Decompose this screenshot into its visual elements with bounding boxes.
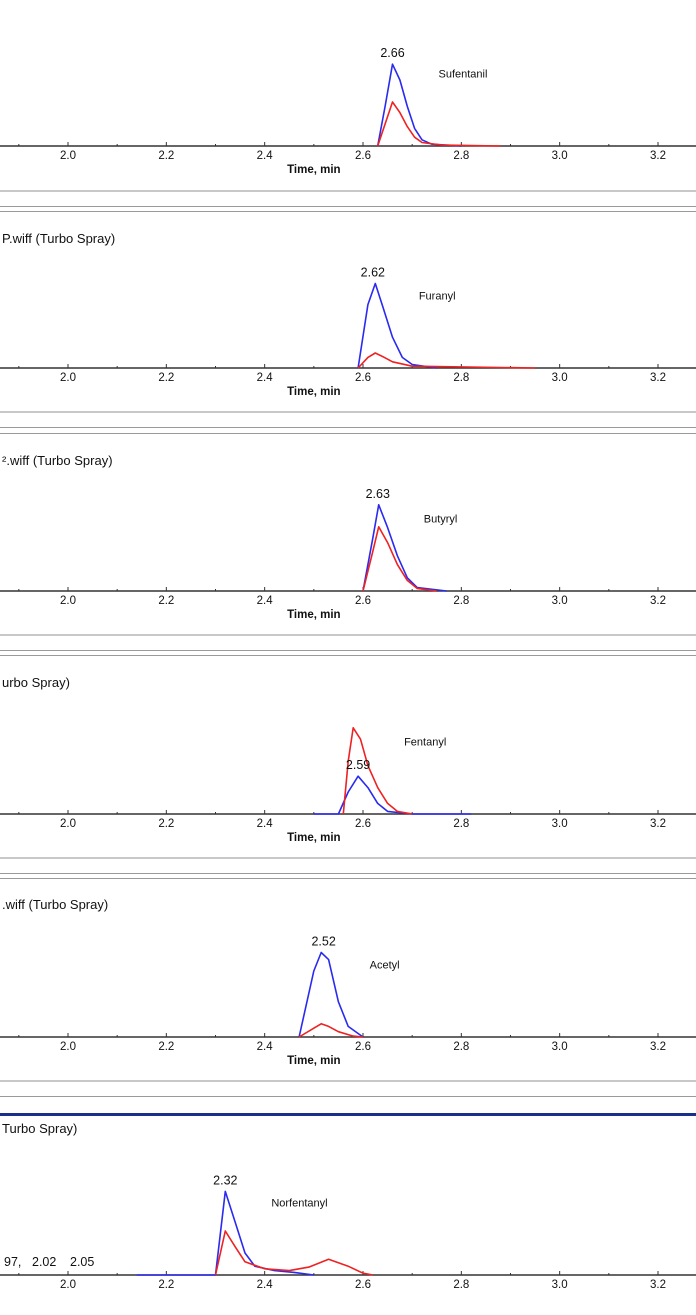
- x-tick-label: 3.0: [552, 150, 568, 162]
- x-tick-label: 2.4: [257, 818, 274, 830]
- x-tick-label: 3.0: [552, 1279, 568, 1291]
- panel-title: ².wiff (Turbo Spray): [2, 453, 113, 468]
- panel-title: P.wiff (Turbo Spray): [2, 231, 116, 246]
- x-tick-label: 2.8: [453, 1279, 469, 1291]
- panel-separator: [0, 433, 696, 434]
- x-axis-title: Time, min: [287, 164, 340, 176]
- panel-title: Turbo Spray): [2, 1121, 78, 1136]
- x-tick-label: 2.4: [257, 595, 274, 607]
- peak-label: 2.62: [361, 266, 385, 280]
- x-tick-label: 2.6: [355, 150, 371, 162]
- x-tick-label: 2.8: [453, 818, 469, 830]
- panel-title: urbo Spray): [2, 675, 70, 690]
- x-tick-label: 2.6: [355, 1279, 371, 1291]
- panel-title: .wiff (Turbo Spray): [2, 897, 109, 912]
- x-tick-label: 3.0: [552, 595, 568, 607]
- x-tick-label: 3.0: [552, 372, 568, 384]
- panel-separator: [0, 655, 696, 656]
- x-tick-label: 3.0: [552, 818, 568, 830]
- x-tick-label: 2.2: [158, 1041, 174, 1053]
- x-tick-label: 2.4: [257, 1041, 274, 1053]
- peak-label: 2.52: [311, 935, 335, 949]
- panel-separator: [0, 857, 696, 859]
- chromatogram-6: 2.0 2.2 2.4 2.6 2.8 3.0 3.2 2.32 Norfentanyl 97, 2…: [0, 1173, 696, 1291]
- panel-separator: [0, 873, 696, 874]
- x-tick-label: 2.2: [158, 1279, 174, 1291]
- x-tick-label: 3.2: [650, 595, 666, 607]
- x-tick-label: 2.0: [60, 818, 76, 830]
- extra-peak-label: 2.05: [70, 1255, 94, 1269]
- x-axis-title: Time, min: [287, 609, 340, 621]
- x-axis-title: Time, min: [287, 832, 340, 844]
- x-tick-label: 2.4: [257, 372, 274, 384]
- peak-label: 2.63: [366, 487, 390, 501]
- panel-separator: [0, 427, 696, 428]
- panel-separator: [0, 650, 696, 651]
- x-tick-label: 2.4: [257, 150, 274, 162]
- compound-label: Acetyl: [370, 959, 400, 971]
- peak-label: 2.59: [346, 758, 370, 772]
- x-tick-label: 2.6: [355, 818, 371, 830]
- chromatogram-4: 2.0 2.2 2.4 2.6 2.8 3.0 3.2 Time, min 2.59 Fentan…: [0, 726, 696, 844]
- series-red: [214, 1230, 373, 1276]
- compound-label: Fentanyl: [404, 736, 446, 748]
- x-tick-label: 2.6: [355, 1041, 371, 1053]
- series-red: [362, 525, 437, 592]
- extra-peak-label: 2.02: [32, 1255, 56, 1269]
- panel-separator: [0, 1113, 696, 1116]
- chromatogram-5: 2.0 2.2 2.4 2.6 2.8 3.0 3.2 Time, min 2.52 Acetyl: [0, 935, 696, 1067]
- x-tick-label: 3.2: [650, 150, 666, 162]
- series-red: [298, 1023, 364, 1038]
- x-axis-title: Time, min: [287, 1055, 340, 1067]
- panel-separator: [0, 634, 696, 636]
- panel-separator: [0, 411, 696, 413]
- series-blue: [136, 1190, 314, 1276]
- x-tick-label: 2.0: [60, 372, 76, 384]
- series-blue: [298, 951, 364, 1038]
- compound-label: Sufentanil: [439, 68, 488, 80]
- x-tick-label: 2.2: [158, 595, 174, 607]
- compound-label: Furanyl: [419, 290, 456, 302]
- x-tick-label: 2.0: [60, 1041, 76, 1053]
- panel-separator: [0, 211, 696, 212]
- compound-label: Norfentanyl: [271, 1197, 327, 1209]
- compound-label: Butyryl: [424, 513, 458, 525]
- x-tick-label: 3.0: [552, 1041, 568, 1053]
- series-blue: [357, 282, 437, 369]
- x-tick-label: 2.0: [60, 595, 76, 607]
- x-tick-label: 2.0: [60, 1279, 76, 1291]
- series-blue: [362, 503, 447, 592]
- panel-separator: [0, 206, 696, 207]
- series-red: [376, 101, 501, 147]
- x-tick-label: 2.0: [60, 150, 76, 162]
- panel-separator: [0, 1080, 696, 1082]
- x-tick-label: 2.8: [453, 150, 469, 162]
- x-tick-label: 2.8: [453, 1041, 469, 1053]
- x-tick-label: 3.2: [650, 1279, 666, 1291]
- chromatogram-2: 2.0 2.2 2.4 2.6 2.8 3.0 3.2 Time, min 2.62 Furany…: [0, 266, 696, 398]
- x-tick-label: 2.2: [158, 150, 174, 162]
- series-red: [357, 352, 536, 369]
- x-tick-label: 2.2: [158, 818, 174, 830]
- panel-separator: [0, 190, 696, 192]
- x-tick-label: 3.2: [650, 1041, 666, 1053]
- peak-label: 2.66: [380, 46, 404, 60]
- x-tick-label: 2.6: [355, 372, 371, 384]
- peak-label: 2.32: [213, 1173, 237, 1187]
- x-tick-label: 3.2: [650, 818, 666, 830]
- x-tick-label: 3.2: [650, 372, 666, 384]
- x-tick-label: 2.4: [257, 1279, 274, 1291]
- panel-separator: [0, 1096, 696, 1097]
- x-tick-label: 2.8: [453, 372, 469, 384]
- x-tick-label: 2.6: [355, 595, 371, 607]
- panel-separator: [0, 878, 696, 879]
- x-tick-label: 2.2: [158, 372, 174, 384]
- x-tick-label: 2.8: [453, 595, 469, 607]
- chromatogram-1: 2.0 2.2 2.4 2.6 2.8 3.0 3.2 Time, min 2.66 Sufent…: [0, 46, 696, 176]
- chromatogram-3: 2.0 2.2 2.4 2.6 2.8 3.0 3.2 Time, min 2.63 Butyry…: [0, 487, 696, 621]
- extra-peak-label: 97,: [4, 1255, 21, 1269]
- series-red: [342, 726, 413, 815]
- x-axis-title: Time, min: [287, 386, 340, 398]
